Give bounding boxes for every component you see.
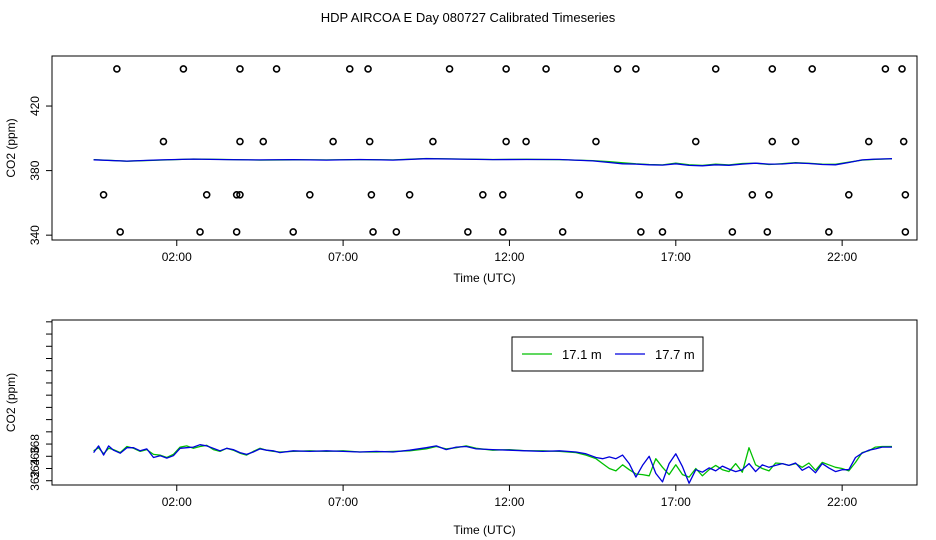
data-point: [791, 137, 800, 146]
data-point: [392, 228, 401, 236]
data-point: [159, 137, 168, 146]
data-point: [635, 191, 644, 199]
data-point: [558, 228, 567, 236]
data-point: [364, 65, 372, 73]
data-point: [808, 65, 817, 73]
data-point: [901, 191, 910, 199]
y-tick-label: 364: [28, 458, 42, 478]
data-point: [637, 228, 645, 236]
data-point: [748, 191, 757, 199]
data-point: [691, 137, 700, 146]
data-point: [306, 191, 314, 199]
data-point: [901, 228, 910, 236]
x-tick-label: 17:00: [661, 250, 691, 264]
data-point: [498, 228, 507, 236]
data-point: [575, 191, 584, 199]
data-point: [272, 65, 281, 73]
data-point: [881, 65, 890, 73]
y-tick-label: 368: [28, 434, 42, 454]
data-point: [367, 191, 376, 199]
data-point: [765, 191, 773, 199]
data-point: [429, 137, 437, 146]
data-point: [196, 228, 204, 236]
x-axis-title: Time (UTC): [453, 271, 515, 285]
data-point: [768, 65, 777, 73]
data-point: [768, 137, 777, 146]
data-point: [899, 137, 908, 146]
x-tick-label: 22:00: [827, 495, 857, 509]
legend: 17.1 m 17.7 m: [511, 336, 704, 372]
data-point: [345, 65, 354, 73]
data-point: [522, 137, 530, 146]
data-point: [632, 65, 640, 73]
x-tick-label: 07:00: [328, 495, 358, 509]
data-point: [259, 137, 268, 146]
data-point: [179, 65, 188, 73]
data-point: [405, 191, 414, 199]
y-axis-title: CO2 (ppm): [4, 373, 18, 432]
y-tick-label: 362: [28, 470, 42, 490]
data-point: [479, 191, 487, 199]
y-tick-label: 380: [28, 160, 42, 180]
x-tick-label: 17:00: [661, 495, 691, 509]
data-point: [445, 65, 454, 73]
data-point: [202, 191, 211, 199]
data-point: [658, 228, 667, 236]
data-point: [232, 191, 241, 199]
data-point: [113, 65, 121, 73]
data-point: [613, 65, 622, 73]
x-tick-label: 12:00: [494, 250, 524, 264]
x-axis-title: Time (UTC): [453, 523, 515, 537]
data-point: [369, 228, 377, 236]
data-point: [232, 228, 241, 236]
x-tick-label: 02:00: [162, 250, 192, 264]
y-tick-label: 420: [28, 96, 42, 116]
data-point: [864, 137, 873, 146]
data-point: [365, 137, 374, 146]
data-point: [825, 228, 833, 236]
plot-frame: [51, 55, 918, 241]
x-tick-label: 22:00: [827, 250, 857, 264]
figure-title: HDP AIRCOA E Day 080727 Calibrated Times…: [320, 10, 616, 25]
data-point: [116, 228, 125, 236]
data-point: [844, 191, 853, 199]
y-tick-label: 366: [28, 446, 42, 466]
legend-label: 17.1 m: [562, 347, 602, 362]
top-chart-panel: 02:00 07:00 12:00 17:00 22:00 340 380 420 Time (…: [4, 55, 918, 285]
y-axis-title: CO2 (ppm): [4, 118, 18, 177]
data-point: [728, 228, 737, 236]
series-line-1: [93, 158, 893, 167]
plot-frame: [51, 319, 918, 486]
data-point: [236, 65, 244, 73]
data-point: [542, 65, 550, 73]
series-line-17-7-m: [93, 444, 892, 484]
x-tick-label: 07:00: [328, 250, 358, 264]
data-point: [675, 191, 683, 199]
data-point: [498, 191, 507, 199]
x-tick-label: 12:00: [494, 495, 524, 509]
legend-label: 17.7 m: [655, 347, 695, 362]
data-point: [592, 137, 600, 146]
data-point: [502, 137, 510, 146]
data-point: [464, 228, 472, 236]
y-tick-label: 340: [28, 225, 42, 245]
data-point: [898, 65, 906, 73]
data-point: [99, 191, 108, 199]
data-point: [502, 65, 510, 73]
data-point: [236, 191, 244, 199]
data-point: [711, 65, 720, 73]
data-point: [289, 228, 298, 236]
data-point: [329, 137, 337, 146]
data-point: [236, 137, 244, 146]
data-point: [763, 228, 772, 236]
x-tick-label: 02:00: [162, 495, 192, 509]
